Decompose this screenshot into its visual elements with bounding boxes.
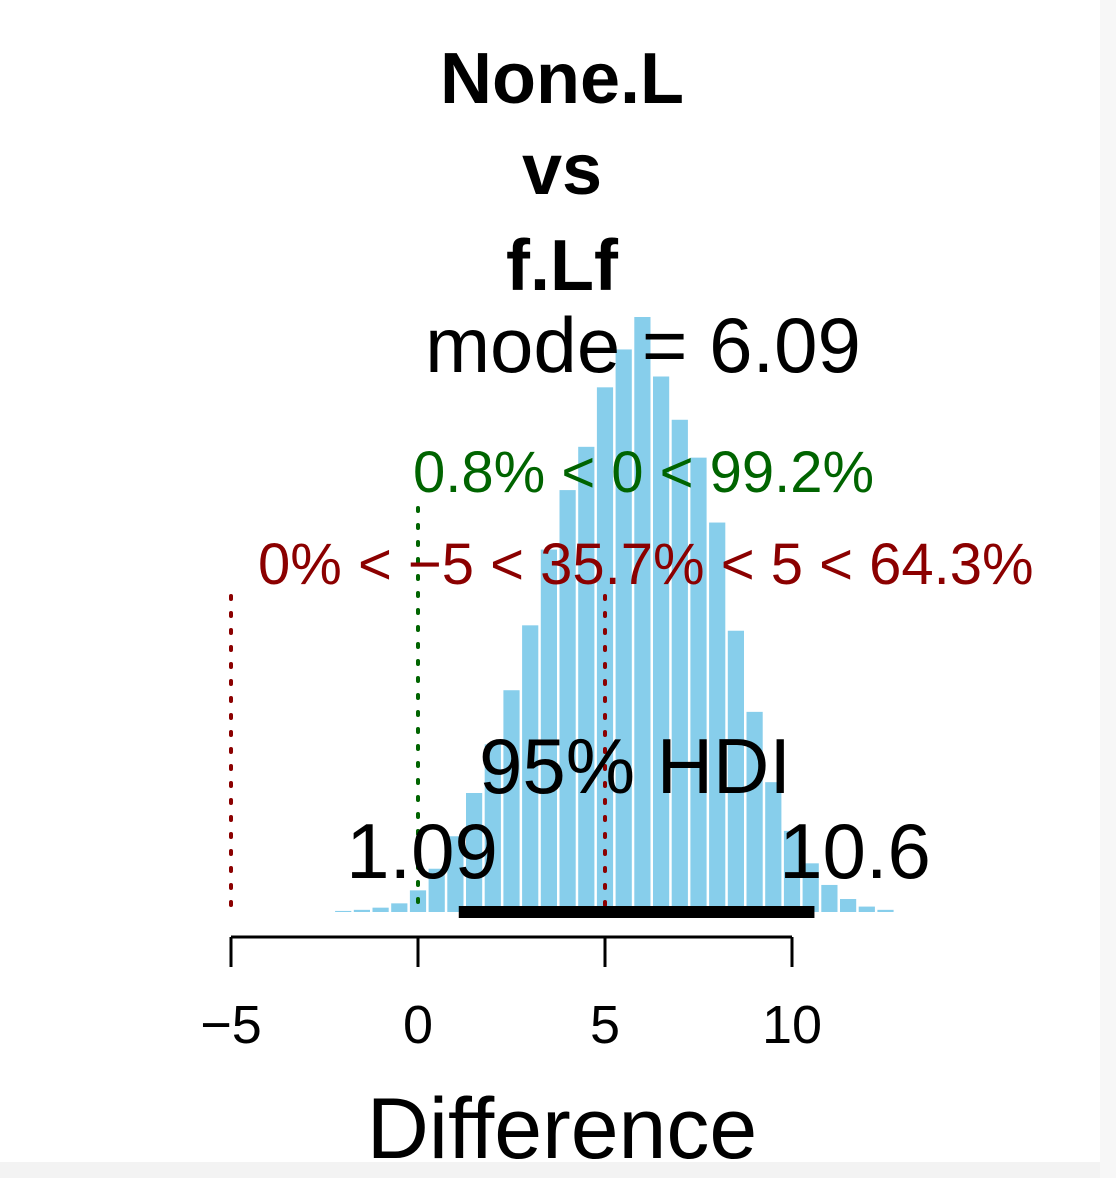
bottom-edge-strip xyxy=(0,1162,1100,1178)
histogram-bar xyxy=(522,625,539,912)
x-axis-title: Difference xyxy=(367,1081,757,1177)
histogram-bar xyxy=(540,549,557,912)
histogram-bar xyxy=(840,899,857,912)
chart-title-line-2: vs xyxy=(522,130,602,210)
histogram-bar xyxy=(484,744,501,912)
histogram-bar xyxy=(466,793,483,912)
histogram-bar xyxy=(447,836,464,912)
x-tick-label: −5 xyxy=(200,995,262,1055)
histogram-bar xyxy=(765,782,782,912)
histogram-bar xyxy=(821,884,838,912)
histogram-bar xyxy=(671,419,688,912)
histogram-bar xyxy=(877,909,894,912)
histogram-bar xyxy=(727,630,744,912)
x-tick-label: 5 xyxy=(590,995,620,1055)
chart-title-line-1: None.L xyxy=(440,39,684,119)
histogram-bar xyxy=(372,907,389,912)
histogram-bar xyxy=(746,711,763,912)
histogram-bars xyxy=(335,317,894,912)
hdi-high-label: 10.6 xyxy=(779,807,931,895)
histogram-bar xyxy=(615,349,632,912)
histogram-bar xyxy=(653,376,670,912)
x-tick-label: 0 xyxy=(403,995,433,1055)
histogram-bar xyxy=(391,903,408,912)
histogram-bar xyxy=(634,317,651,912)
histogram-bar xyxy=(559,490,576,912)
histogram-bar xyxy=(503,690,520,912)
histogram-bar xyxy=(690,457,707,912)
x-tick-label: 10 xyxy=(762,995,822,1055)
histogram-bar xyxy=(802,863,819,912)
scrollbar-track[interactable] xyxy=(1100,0,1116,1178)
histogram-bar xyxy=(783,830,801,912)
histogram-bar xyxy=(335,910,352,912)
histogram-bar xyxy=(578,446,595,912)
histogram-bar xyxy=(353,909,370,912)
comparison-value-label: 0.8% < 0 < 99.2% xyxy=(413,440,874,505)
histogram-bar xyxy=(709,522,726,912)
hdi-label: 95% HDI xyxy=(479,722,791,810)
histogram-bar xyxy=(428,868,445,912)
chart-title-line-3: f.Lf xyxy=(506,226,619,306)
hdi-low-label: 1.09 xyxy=(346,807,498,895)
mode-label: mode = 6.09 xyxy=(425,301,861,389)
x-axis: −5 0 5 10 xyxy=(200,935,822,1055)
rope-label: 0% < −5 < 35.7% < 5 < 64.3% xyxy=(258,532,1034,597)
histogram-bar xyxy=(858,906,875,912)
